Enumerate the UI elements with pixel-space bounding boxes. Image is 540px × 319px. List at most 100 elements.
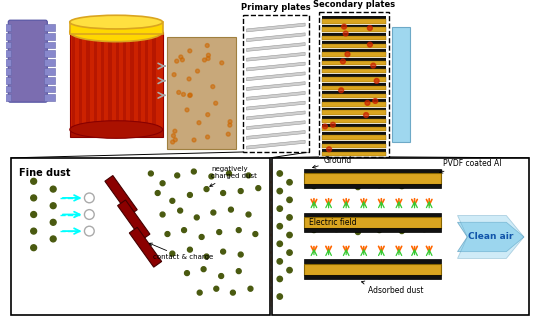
Ellipse shape bbox=[70, 15, 163, 29]
Circle shape bbox=[267, 266, 293, 292]
Circle shape bbox=[170, 251, 175, 256]
Circle shape bbox=[274, 274, 285, 284]
Bar bbox=[1, 33, 11, 40]
Circle shape bbox=[198, 248, 215, 265]
Polygon shape bbox=[247, 121, 305, 130]
Circle shape bbox=[204, 254, 209, 259]
Circle shape bbox=[274, 256, 285, 267]
Circle shape bbox=[238, 252, 243, 257]
Circle shape bbox=[227, 259, 251, 283]
Circle shape bbox=[84, 210, 94, 219]
Polygon shape bbox=[247, 111, 305, 120]
Circle shape bbox=[280, 173, 299, 191]
Circle shape bbox=[172, 219, 196, 242]
Circle shape bbox=[189, 167, 199, 176]
Bar bbox=[322, 61, 386, 65]
Circle shape bbox=[192, 138, 196, 142]
Text: Fine dust: Fine dust bbox=[19, 167, 71, 178]
Circle shape bbox=[237, 269, 241, 274]
Circle shape bbox=[287, 180, 292, 185]
Circle shape bbox=[397, 226, 407, 236]
Circle shape bbox=[160, 189, 184, 212]
Circle shape bbox=[287, 232, 292, 238]
Bar bbox=[322, 52, 386, 57]
Circle shape bbox=[208, 280, 225, 297]
Circle shape bbox=[312, 228, 316, 233]
Circle shape bbox=[343, 31, 348, 36]
Bar bbox=[322, 41, 386, 44]
Polygon shape bbox=[247, 82, 305, 91]
Text: PVDF coated Al: PVDF coated Al bbox=[440, 159, 501, 173]
Circle shape bbox=[84, 193, 94, 203]
Text: Ground: Ground bbox=[313, 156, 352, 168]
Circle shape bbox=[214, 101, 218, 105]
Circle shape bbox=[368, 42, 373, 47]
Bar bbox=[304, 174, 441, 184]
Circle shape bbox=[277, 276, 282, 282]
Bar bbox=[322, 116, 386, 119]
Circle shape bbox=[177, 91, 181, 94]
Ellipse shape bbox=[70, 121, 163, 138]
Bar bbox=[322, 49, 386, 52]
Circle shape bbox=[267, 284, 293, 309]
Circle shape bbox=[276, 169, 302, 195]
Circle shape bbox=[50, 203, 56, 209]
Circle shape bbox=[158, 178, 167, 188]
Text: Secondary plates: Secondary plates bbox=[313, 0, 395, 10]
Circle shape bbox=[172, 134, 176, 137]
Bar bbox=[319, 12, 389, 157]
Bar bbox=[94, 32, 97, 130]
Polygon shape bbox=[457, 222, 524, 252]
Circle shape bbox=[185, 245, 195, 255]
Circle shape bbox=[206, 135, 210, 139]
Circle shape bbox=[228, 120, 232, 124]
Circle shape bbox=[31, 228, 37, 234]
Bar bbox=[44, 77, 55, 84]
Circle shape bbox=[192, 257, 215, 281]
Circle shape bbox=[178, 208, 183, 213]
Circle shape bbox=[271, 164, 289, 182]
Circle shape bbox=[256, 186, 261, 190]
Circle shape bbox=[204, 187, 209, 191]
Circle shape bbox=[172, 171, 182, 180]
Circle shape bbox=[222, 201, 239, 218]
Circle shape bbox=[244, 171, 253, 180]
Circle shape bbox=[236, 250, 246, 259]
Circle shape bbox=[332, 270, 341, 280]
Circle shape bbox=[339, 88, 343, 93]
Circle shape bbox=[182, 268, 192, 278]
Bar bbox=[242, 15, 309, 152]
Circle shape bbox=[312, 184, 316, 189]
Circle shape bbox=[232, 183, 249, 199]
Bar bbox=[322, 36, 386, 40]
Bar bbox=[1, 50, 11, 57]
Circle shape bbox=[181, 241, 198, 258]
Circle shape bbox=[274, 168, 285, 179]
Circle shape bbox=[267, 231, 293, 257]
Bar bbox=[304, 212, 441, 218]
Circle shape bbox=[274, 238, 285, 249]
Bar bbox=[322, 152, 386, 156]
Circle shape bbox=[48, 217, 59, 228]
Bar bbox=[322, 91, 386, 94]
Circle shape bbox=[400, 229, 404, 234]
Bar bbox=[322, 124, 386, 127]
Bar bbox=[123, 32, 126, 130]
Circle shape bbox=[181, 93, 185, 96]
Bar bbox=[72, 32, 75, 130]
Circle shape bbox=[237, 228, 241, 233]
Circle shape bbox=[201, 267, 206, 272]
Circle shape bbox=[225, 284, 241, 301]
Circle shape bbox=[191, 169, 196, 174]
Circle shape bbox=[280, 226, 299, 244]
Circle shape bbox=[287, 197, 292, 203]
Bar bbox=[44, 59, 55, 66]
Circle shape bbox=[277, 171, 282, 176]
Bar bbox=[11, 158, 270, 315]
Circle shape bbox=[377, 274, 382, 278]
Bar bbox=[44, 68, 55, 75]
Circle shape bbox=[271, 217, 289, 235]
Bar bbox=[167, 37, 236, 149]
Circle shape bbox=[211, 224, 227, 241]
Circle shape bbox=[192, 212, 201, 222]
